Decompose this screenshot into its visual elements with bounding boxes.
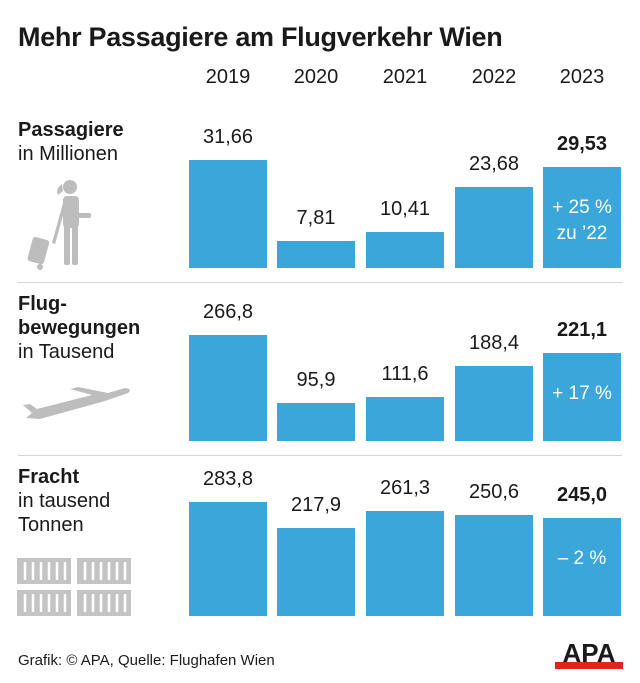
data-label: 266,8 <box>202 301 254 323</box>
data-label: 250,6 <box>468 481 520 504</box>
bar <box>189 160 267 268</box>
data-label: 283,8 <box>202 468 254 490</box>
data-label: 31,66 <box>202 126 254 148</box>
bar <box>277 241 355 268</box>
data-label: 245,0 <box>556 483 608 506</box>
bar <box>543 353 621 441</box>
bar <box>366 396 444 441</box>
panel-title-line2: bewegungen <box>18 317 141 339</box>
traveler-icon <box>27 180 91 270</box>
data-label: 23,68 <box>468 153 520 176</box>
airplane-icon <box>23 387 130 419</box>
cargo-containers-icon <box>17 558 131 616</box>
change-note: – 2 % <box>557 547 607 569</box>
panel-title: Fracht <box>18 466 80 488</box>
change-note: + 25 % zu ’22 <box>552 197 612 245</box>
data-label: 29,53 <box>556 133 608 156</box>
data-label: 217,9 <box>290 494 342 517</box>
panel-label-movements: Flug- bewegungen in Tausend <box>18 292 140 364</box>
data-label: 95,9 <box>296 368 336 391</box>
bar <box>543 167 621 268</box>
panel-subtitle: in Millionen <box>18 143 119 165</box>
panel-subtitle: in Tausend <box>18 341 115 363</box>
data-label: 221,1 <box>556 319 608 342</box>
panel-title: Passagiere <box>18 119 124 141</box>
data-label: 261,3 <box>379 477 431 500</box>
bar <box>455 515 533 616</box>
bar <box>455 187 533 268</box>
year-label: 2022 <box>471 66 517 88</box>
panel-title: Flug- <box>18 293 67 315</box>
data-label: 188,4 <box>468 332 520 355</box>
bar <box>366 511 444 616</box>
bar <box>277 528 355 616</box>
apa-logo: APA <box>555 640 623 669</box>
panel-subtitle: in tausend <box>18 490 111 512</box>
year-label: 2021 <box>382 66 428 88</box>
source-credit: Grafik: © APA, Quelle: Flughafen Wien <box>18 652 275 669</box>
divider <box>18 455 622 456</box>
year-label: 2019 <box>205 66 251 88</box>
data-label: 10,41 <box>379 198 431 221</box>
panel-label-cargo: Fracht in tausend Tonnen <box>18 465 110 537</box>
chart-title: Mehr Passagiere am Flugverkehr Wien <box>18 22 503 52</box>
bar <box>189 502 267 616</box>
panel-subtitle-line2: Tonnen <box>18 514 84 536</box>
year-label: 2020 <box>293 66 339 88</box>
divider <box>18 282 622 283</box>
bar <box>366 232 444 268</box>
data-label: 7,81 <box>296 207 336 230</box>
change-note: + 17 % <box>552 383 612 405</box>
year-label: 2023 <box>559 66 605 88</box>
bar <box>543 517 621 616</box>
panel-label-passengers: Passagiere in Millionen <box>18 118 124 166</box>
bar <box>189 335 267 441</box>
data-label: 111,6 <box>381 362 429 385</box>
bar <box>455 366 533 441</box>
bar <box>277 402 355 441</box>
